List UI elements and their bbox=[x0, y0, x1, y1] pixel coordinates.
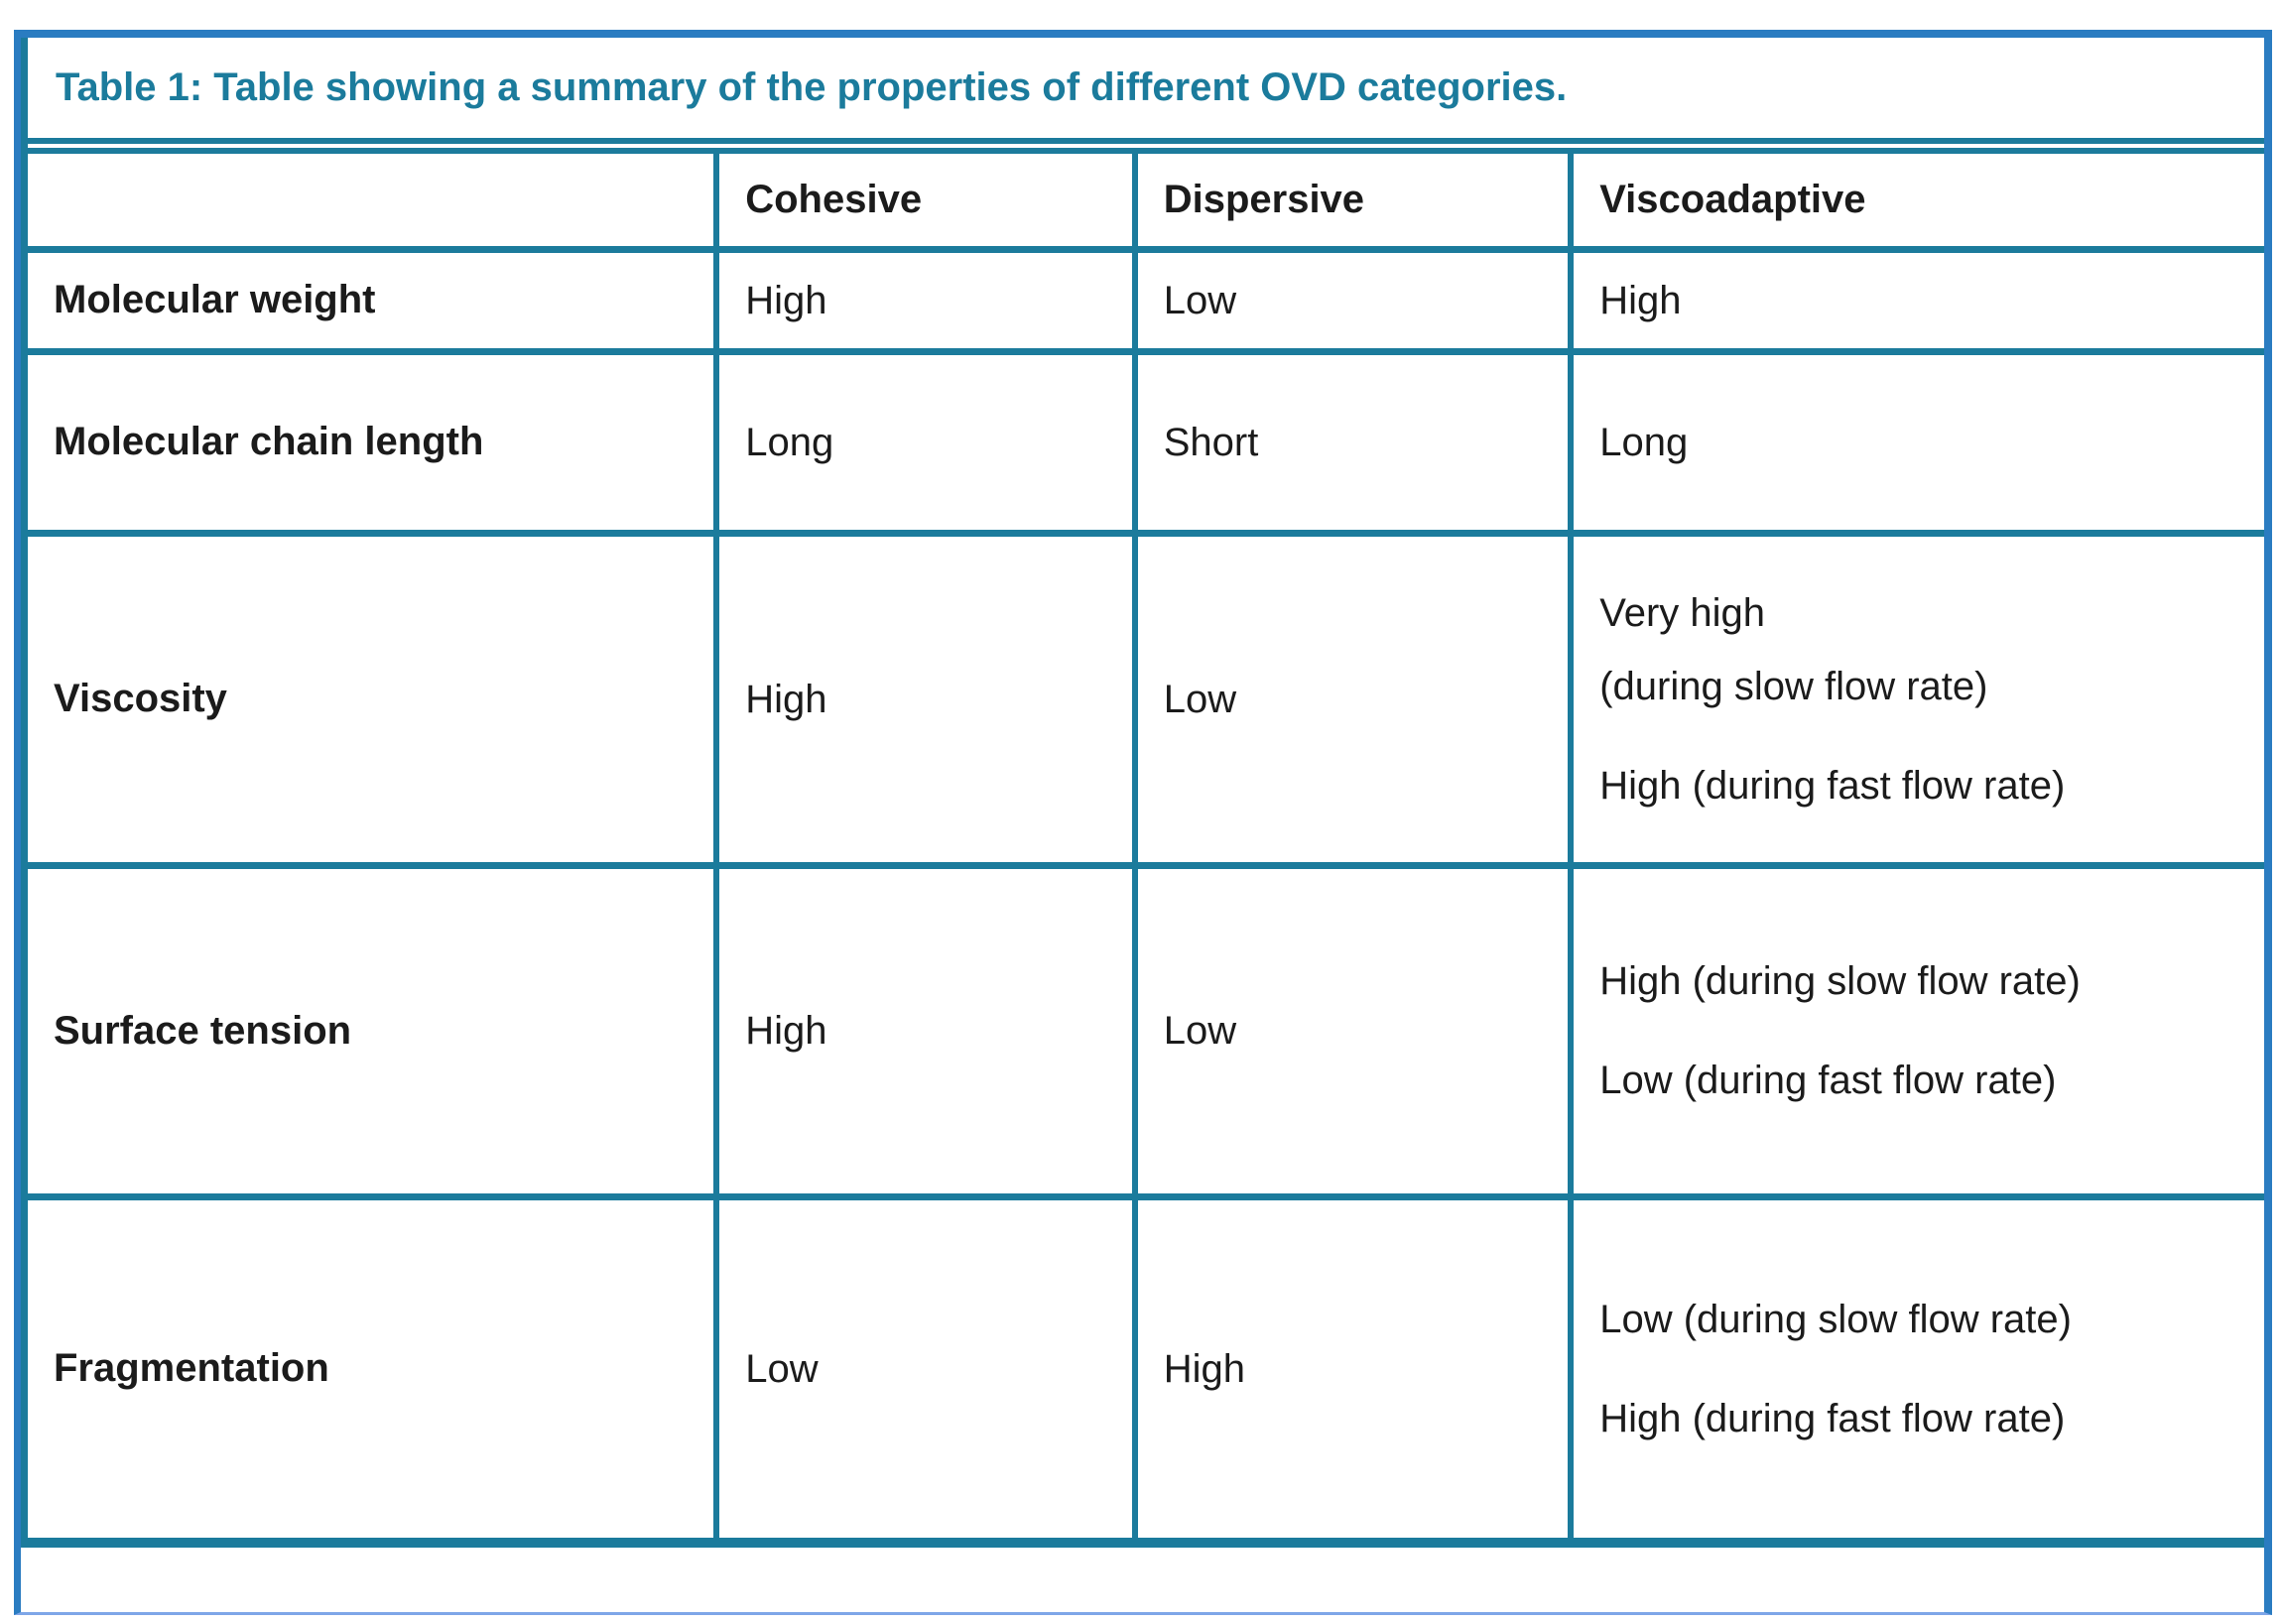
row-label: Fragmentation bbox=[28, 1192, 720, 1538]
table-row: Fragmentation Low High Low (during slow flo… bbox=[28, 1192, 2264, 1538]
cell-line: Low (during fast flow rate) bbox=[1599, 1059, 2057, 1102]
cell-paragraph: High bbox=[745, 994, 1113, 1067]
cell-viscoadaptive: High bbox=[1568, 245, 2264, 355]
table-frame: Table 1: Table showing a summary of the … bbox=[14, 30, 2272, 1615]
cell-line: Long bbox=[745, 420, 834, 464]
cell-line: Low (during slow flow rate) bbox=[1599, 1297, 2072, 1341]
cell-cohesive: High bbox=[713, 529, 1138, 869]
bottom-strip bbox=[21, 1548, 2264, 1570]
cell-paragraph: High bbox=[1599, 264, 2246, 337]
table-inner: Table 1: Table showing a summary of the … bbox=[21, 38, 2264, 1548]
row-label: Molecular weight bbox=[28, 245, 720, 355]
cell-paragraph: High bbox=[1164, 1332, 1551, 1406]
cell-line: Short bbox=[1163, 420, 1259, 464]
cell-paragraph: High bbox=[745, 663, 1113, 736]
cell-dispersive: Low bbox=[1131, 245, 1575, 355]
cell-paragraph: Low (during fast flow rate) bbox=[1599, 1044, 2246, 1117]
cell-dispersive: High bbox=[1131, 1192, 1575, 1538]
cell-paragraph: High (during slow flow rate) bbox=[1599, 944, 2246, 1018]
cell-paragraph: High bbox=[745, 264, 1113, 337]
cell-cohesive: High bbox=[713, 861, 1138, 1200]
cell-line: Long bbox=[1599, 420, 1689, 464]
cell-line: High (during fast flow rate) bbox=[1599, 763, 2066, 808]
cell-paragraph: Low bbox=[745, 1332, 1113, 1406]
cell-dispersive: Short bbox=[1131, 347, 1575, 537]
cell-line: High bbox=[1163, 1346, 1245, 1391]
header-viscoadaptive: Viscoadaptive bbox=[1568, 151, 2264, 253]
row-label: Surface tension bbox=[28, 861, 720, 1200]
cell-line: Low bbox=[745, 1346, 819, 1391]
header-dispersive: Dispersive bbox=[1131, 151, 1575, 253]
cell-line: Low bbox=[1163, 677, 1237, 721]
cell-paragraph: Low bbox=[1164, 994, 1551, 1067]
table-row: Molecular chain length Long Short Long bbox=[28, 347, 2264, 537]
cell-cohesive: High bbox=[713, 245, 1138, 355]
cell-line: High bbox=[1599, 278, 1682, 322]
cell-viscoadaptive: Long bbox=[1568, 347, 2264, 537]
table-row: Surface tension High Low High (during slow … bbox=[28, 861, 2264, 1200]
cell-cohesive: Long bbox=[713, 347, 1138, 537]
cell-paragraph: Low bbox=[1164, 663, 1551, 736]
cell-dispersive: Low bbox=[1131, 861, 1575, 1200]
cell-dispersive: Low bbox=[1131, 529, 1575, 869]
cell-line: High bbox=[745, 677, 827, 721]
cell-line: High (during slow flow rate) bbox=[1599, 959, 2081, 1003]
cell-paragraph: Short bbox=[1164, 406, 1551, 479]
table-row: Molecular weight High Low High bbox=[28, 245, 2264, 355]
cell-viscoadaptive: Low (during slow flow rate) High (during … bbox=[1568, 1192, 2264, 1538]
cell-paragraph: High (during fast flow rate) bbox=[1599, 749, 2246, 822]
cell-paragraph: Low bbox=[1164, 264, 1551, 337]
cell-line: High bbox=[745, 1009, 827, 1053]
cell-line: Low bbox=[1163, 278, 1237, 322]
table-title: Table 1: Table showing a summary of the … bbox=[28, 38, 2264, 144]
cell-line: (during slow flow rate) bbox=[1599, 664, 1988, 708]
cell-paragraph: Long bbox=[745, 406, 1113, 479]
cell-line: Very high bbox=[1599, 590, 1765, 635]
row-label: Viscosity bbox=[28, 529, 720, 869]
cell-viscoadaptive: Very high (during slow flow rate) High (du… bbox=[1568, 529, 2264, 869]
cell-paragraph: Long bbox=[1599, 406, 2246, 479]
cell-paragraph: High (during fast flow rate) bbox=[1599, 1382, 2246, 1455]
cell-line: High bbox=[745, 278, 827, 322]
ovd-properties-table: Cohesive Dispersive Viscoadaptive Molecu… bbox=[28, 148, 2264, 1538]
cell-paragraph: Very high (during slow flow rate) bbox=[1599, 576, 2246, 723]
header-row: Cohesive Dispersive Viscoadaptive bbox=[28, 151, 2264, 253]
header-empty-cell bbox=[28, 151, 720, 253]
cell-paragraph: Low (during slow flow rate) bbox=[1599, 1283, 2246, 1356]
cell-cohesive: Low bbox=[713, 1192, 1138, 1538]
table-row: Viscosity High Low Very high (during slow fl… bbox=[28, 529, 2264, 869]
cell-line: High (during fast flow rate) bbox=[1599, 1396, 2066, 1440]
row-label: Molecular chain length bbox=[28, 347, 720, 537]
header-cohesive: Cohesive bbox=[713, 151, 1138, 253]
cell-viscoadaptive: High (during slow flow rate) Low (during … bbox=[1568, 861, 2264, 1200]
cell-line: Low bbox=[1163, 1009, 1237, 1053]
